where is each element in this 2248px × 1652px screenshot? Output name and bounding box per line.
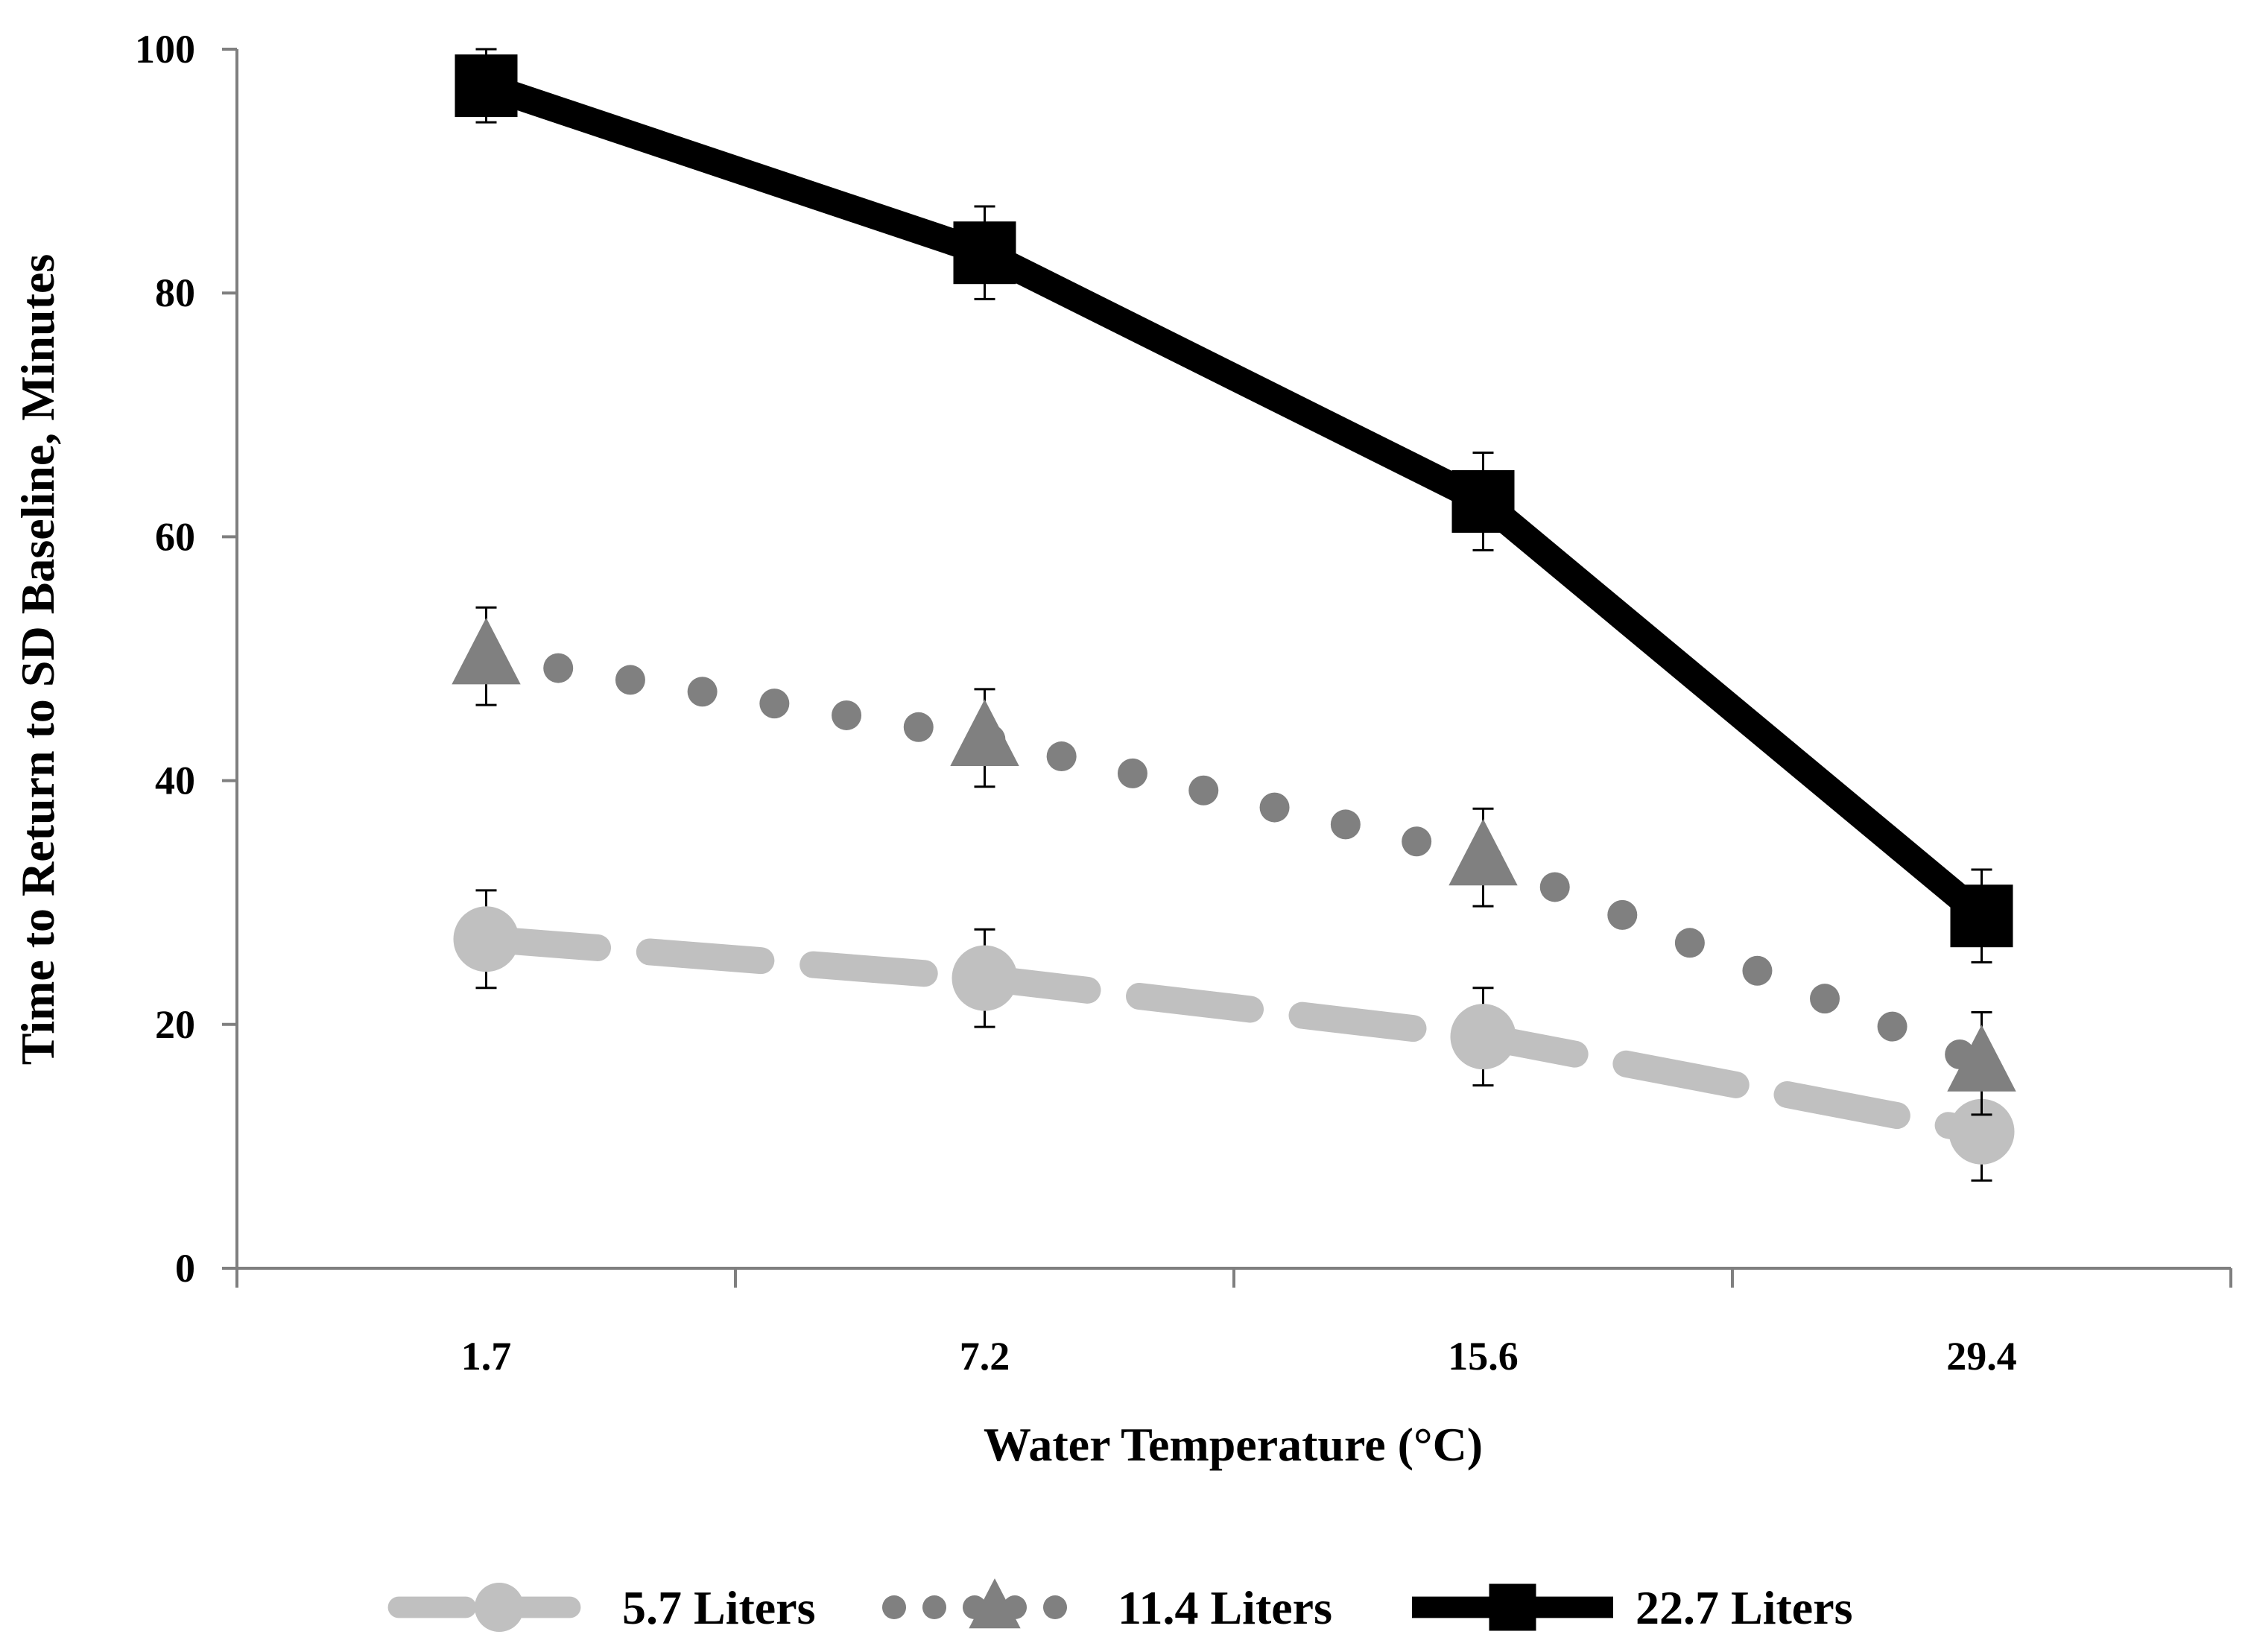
data-point-marker (1489, 1583, 1536, 1631)
y-tick-label: 20 (155, 1002, 195, 1047)
x-tick-label: 7.2 (960, 1334, 1010, 1379)
plot-area (452, 48, 2016, 1182)
x-tick-label: 29.4 (1946, 1334, 2017, 1379)
legend-label: 5.7 Liters (622, 1581, 816, 1634)
data-point-marker (1950, 884, 2013, 948)
axes: 0 20 40 60 80 100 1.7 7.2 15.6 29.4 (135, 27, 2232, 1379)
series-2 (455, 48, 2013, 963)
data-point-marker (952, 945, 1018, 1011)
legend-item: 22.7 Liters (1412, 1581, 1853, 1634)
y-tick-label: 80 (155, 270, 195, 315)
legend: 5.7 Liters 11.4 Liters 22.7 Liters (387, 1578, 1853, 1634)
legend-label: 22.7 Liters (1636, 1581, 1853, 1634)
data-point-marker (1451, 469, 1515, 533)
y-tick-label: 100 (135, 27, 195, 72)
data-point-marker (969, 1578, 1021, 1629)
y-axis-title: Time to Return to SD Baseline, Minutes (11, 254, 64, 1066)
data-point-marker (453, 906, 519, 972)
x-axis-title: Water Temperature (°C) (984, 1418, 1483, 1471)
data-point-marker (475, 1583, 524, 1632)
y-tick-label: 60 (155, 514, 195, 559)
data-point-marker (452, 617, 521, 685)
y-tick-label: 0 (175, 1246, 195, 1291)
data-point-marker (953, 221, 1016, 285)
series-line (481, 73, 1991, 927)
series-line (472, 925, 1995, 1145)
data-point-marker (1948, 1098, 2015, 1165)
x-ticks: 1.7 7.2 15.6 29.4 (235, 1268, 2232, 1379)
y-ticks: 0 20 40 60 80 100 (135, 27, 237, 1291)
data-point-marker (455, 54, 518, 118)
series-1 (452, 606, 2016, 1116)
legend-item: 11.4 Liters (882, 1578, 1332, 1634)
legend-item: 5.7 Liters (387, 1581, 816, 1634)
data-point-marker (1448, 818, 1518, 886)
x-tick-label: 1.7 (461, 1334, 512, 1379)
data-point-marker (1947, 1025, 2016, 1092)
series-0 (453, 889, 2015, 1182)
data-point-marker (1450, 1004, 1516, 1070)
data-point-marker (950, 699, 1019, 766)
y-tick-label: 40 (155, 759, 195, 803)
x-tick-label: 15.6 (1448, 1334, 1519, 1379)
legend-label: 11.4 Liters (1118, 1581, 1332, 1634)
